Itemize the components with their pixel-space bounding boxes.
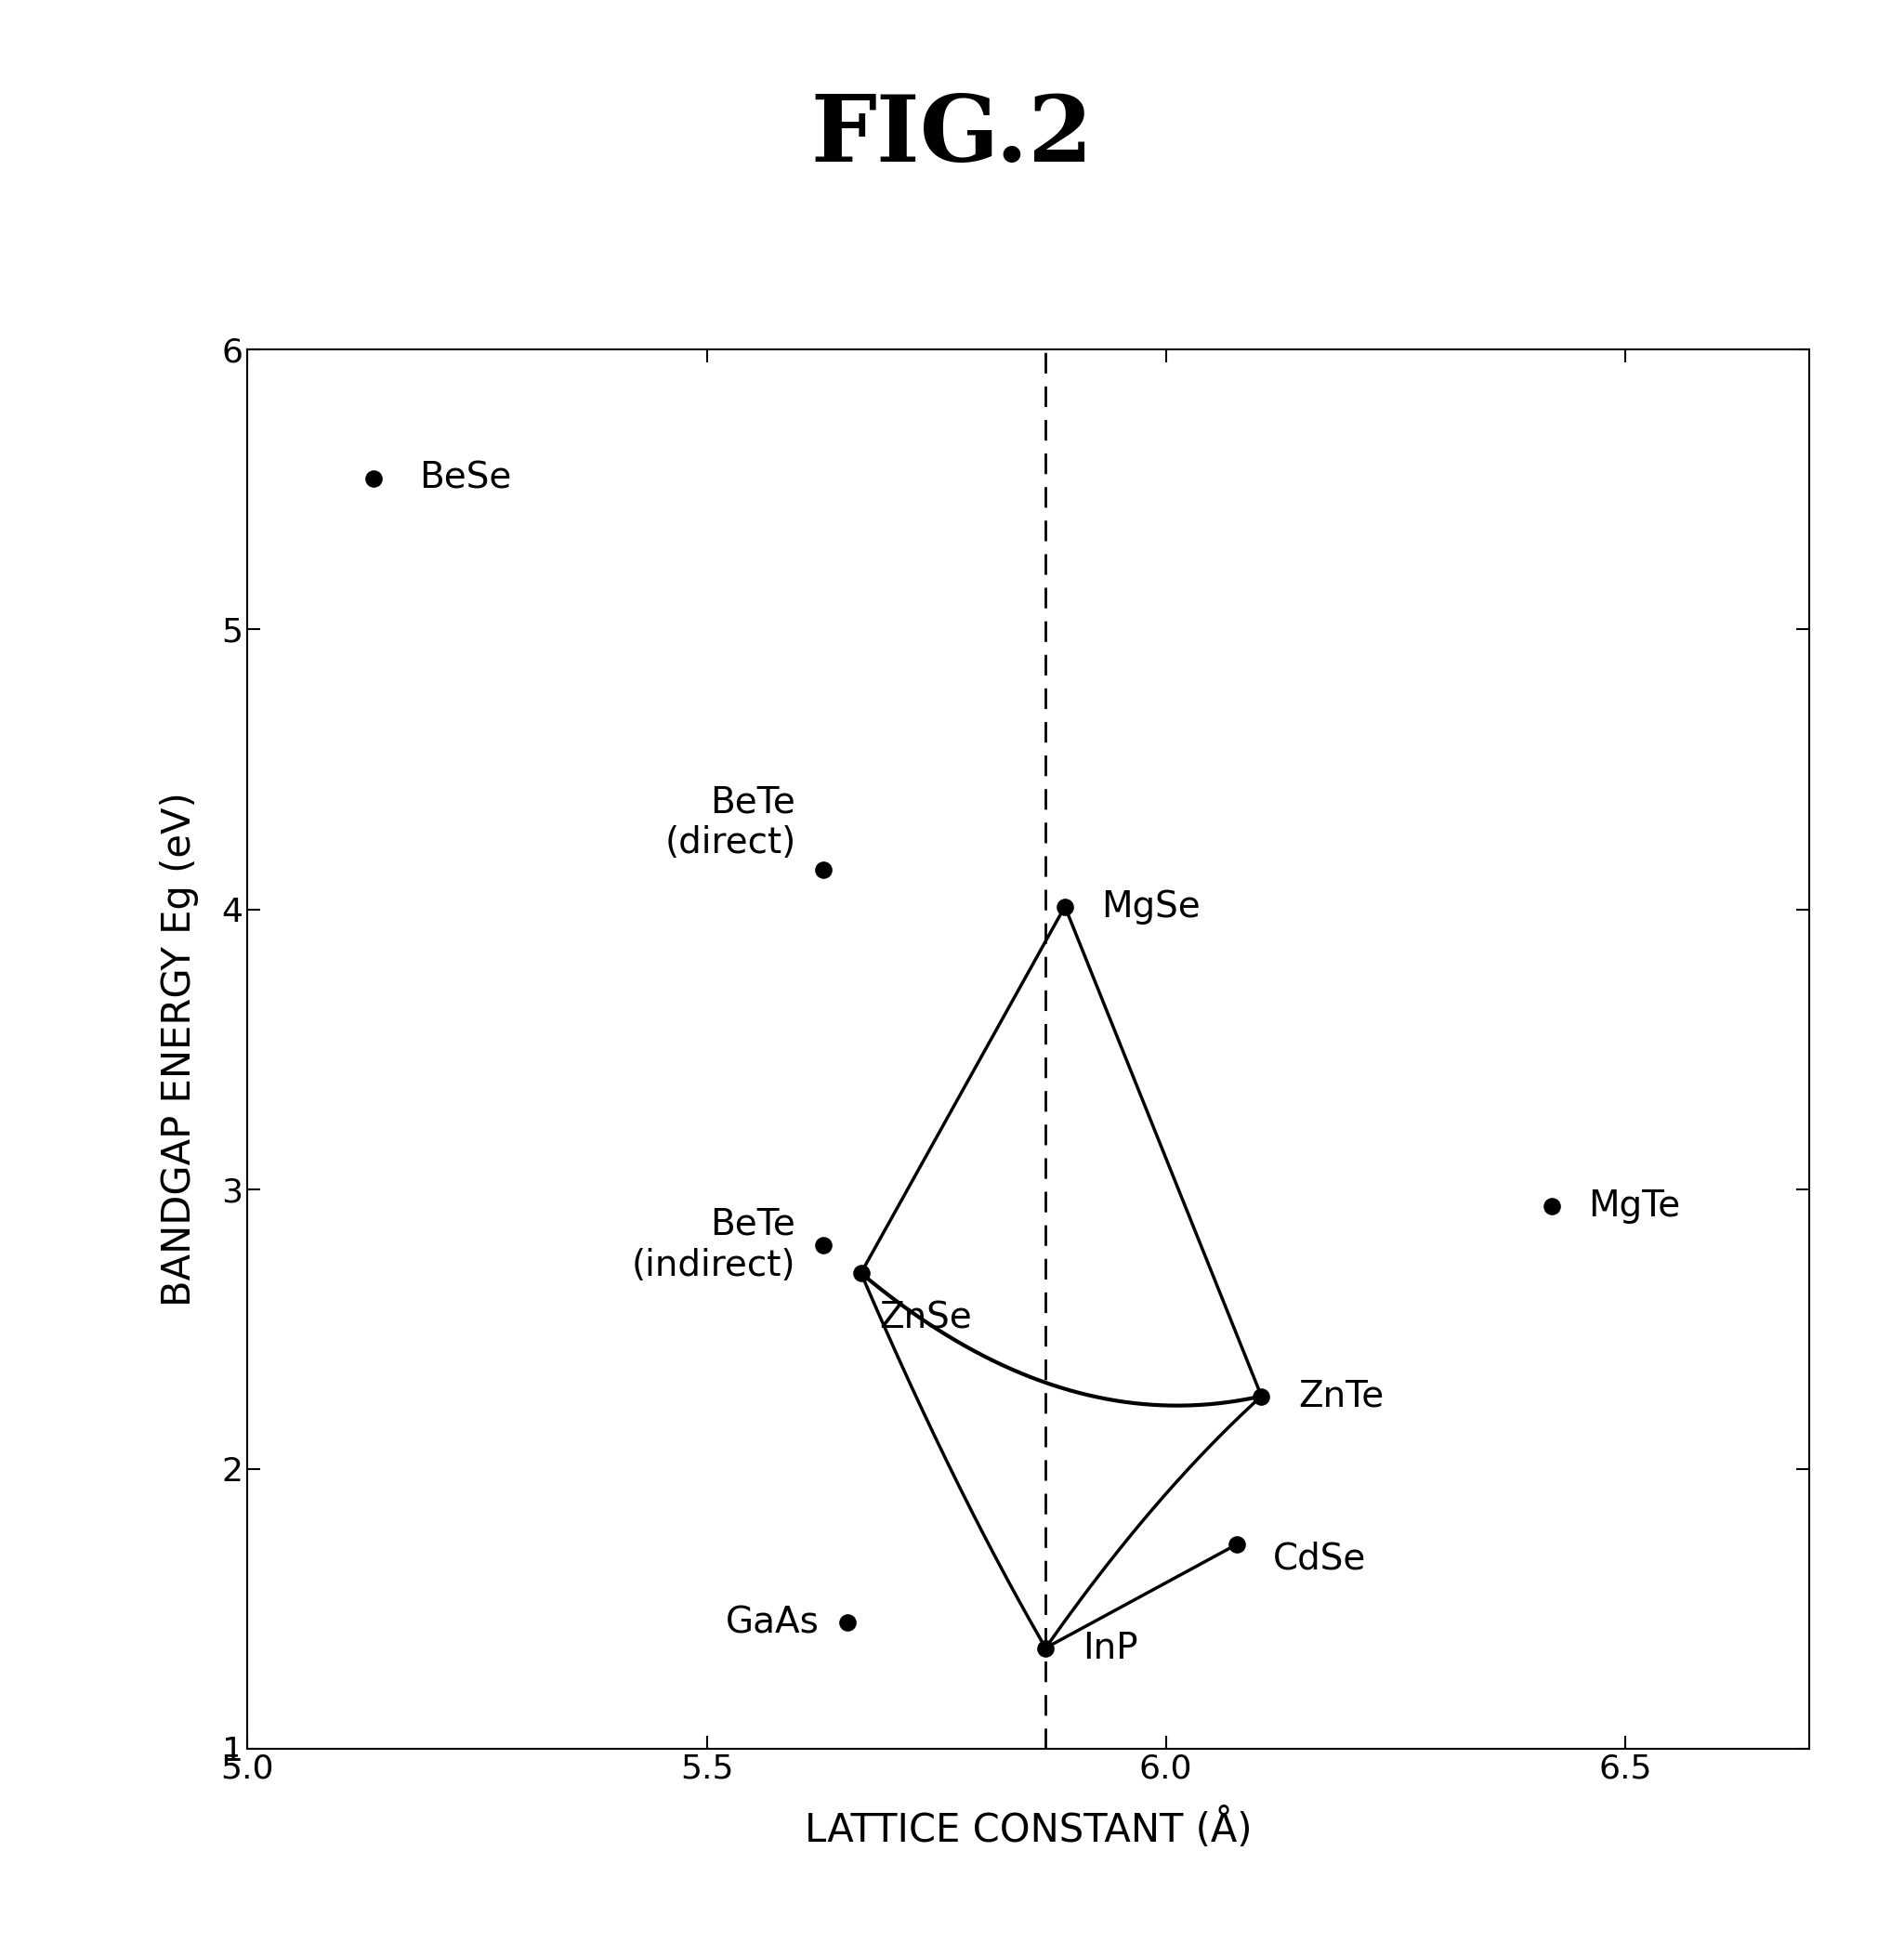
X-axis label: LATTICE CONSTANT (Å): LATTICE CONSTANT (Å)	[805, 1809, 1251, 1850]
Point	[1247, 1381, 1278, 1413]
Point	[845, 1257, 876, 1288]
Text: BeSe: BeSe	[419, 460, 512, 495]
Text: MgTe: MgTe	[1588, 1189, 1681, 1224]
Point	[1049, 892, 1080, 923]
Text: CdSe: CdSe	[1274, 1541, 1367, 1576]
Point	[1220, 1529, 1251, 1560]
Point	[1030, 1632, 1061, 1663]
Point	[1537, 1191, 1567, 1222]
Text: InP: InP	[1081, 1630, 1139, 1665]
Text: GaAs: GaAs	[725, 1605, 821, 1640]
Text: BeTe
(direct): BeTe (direct)	[664, 785, 796, 861]
Point	[832, 1607, 863, 1638]
Point	[807, 855, 838, 886]
Y-axis label: BANDGAP ENERGY Eg (eV): BANDGAP ENERGY Eg (eV)	[160, 793, 198, 1306]
Text: MgSe: MgSe	[1102, 888, 1201, 925]
Point	[807, 1230, 838, 1261]
Text: ZnSe: ZnSe	[880, 1300, 973, 1335]
Point	[358, 462, 388, 494]
Text: BeTe
(indirect): BeTe (indirect)	[632, 1207, 796, 1282]
Text: FIG.2: FIG.2	[811, 91, 1093, 181]
Text: ZnTe: ZnTe	[1299, 1378, 1384, 1415]
